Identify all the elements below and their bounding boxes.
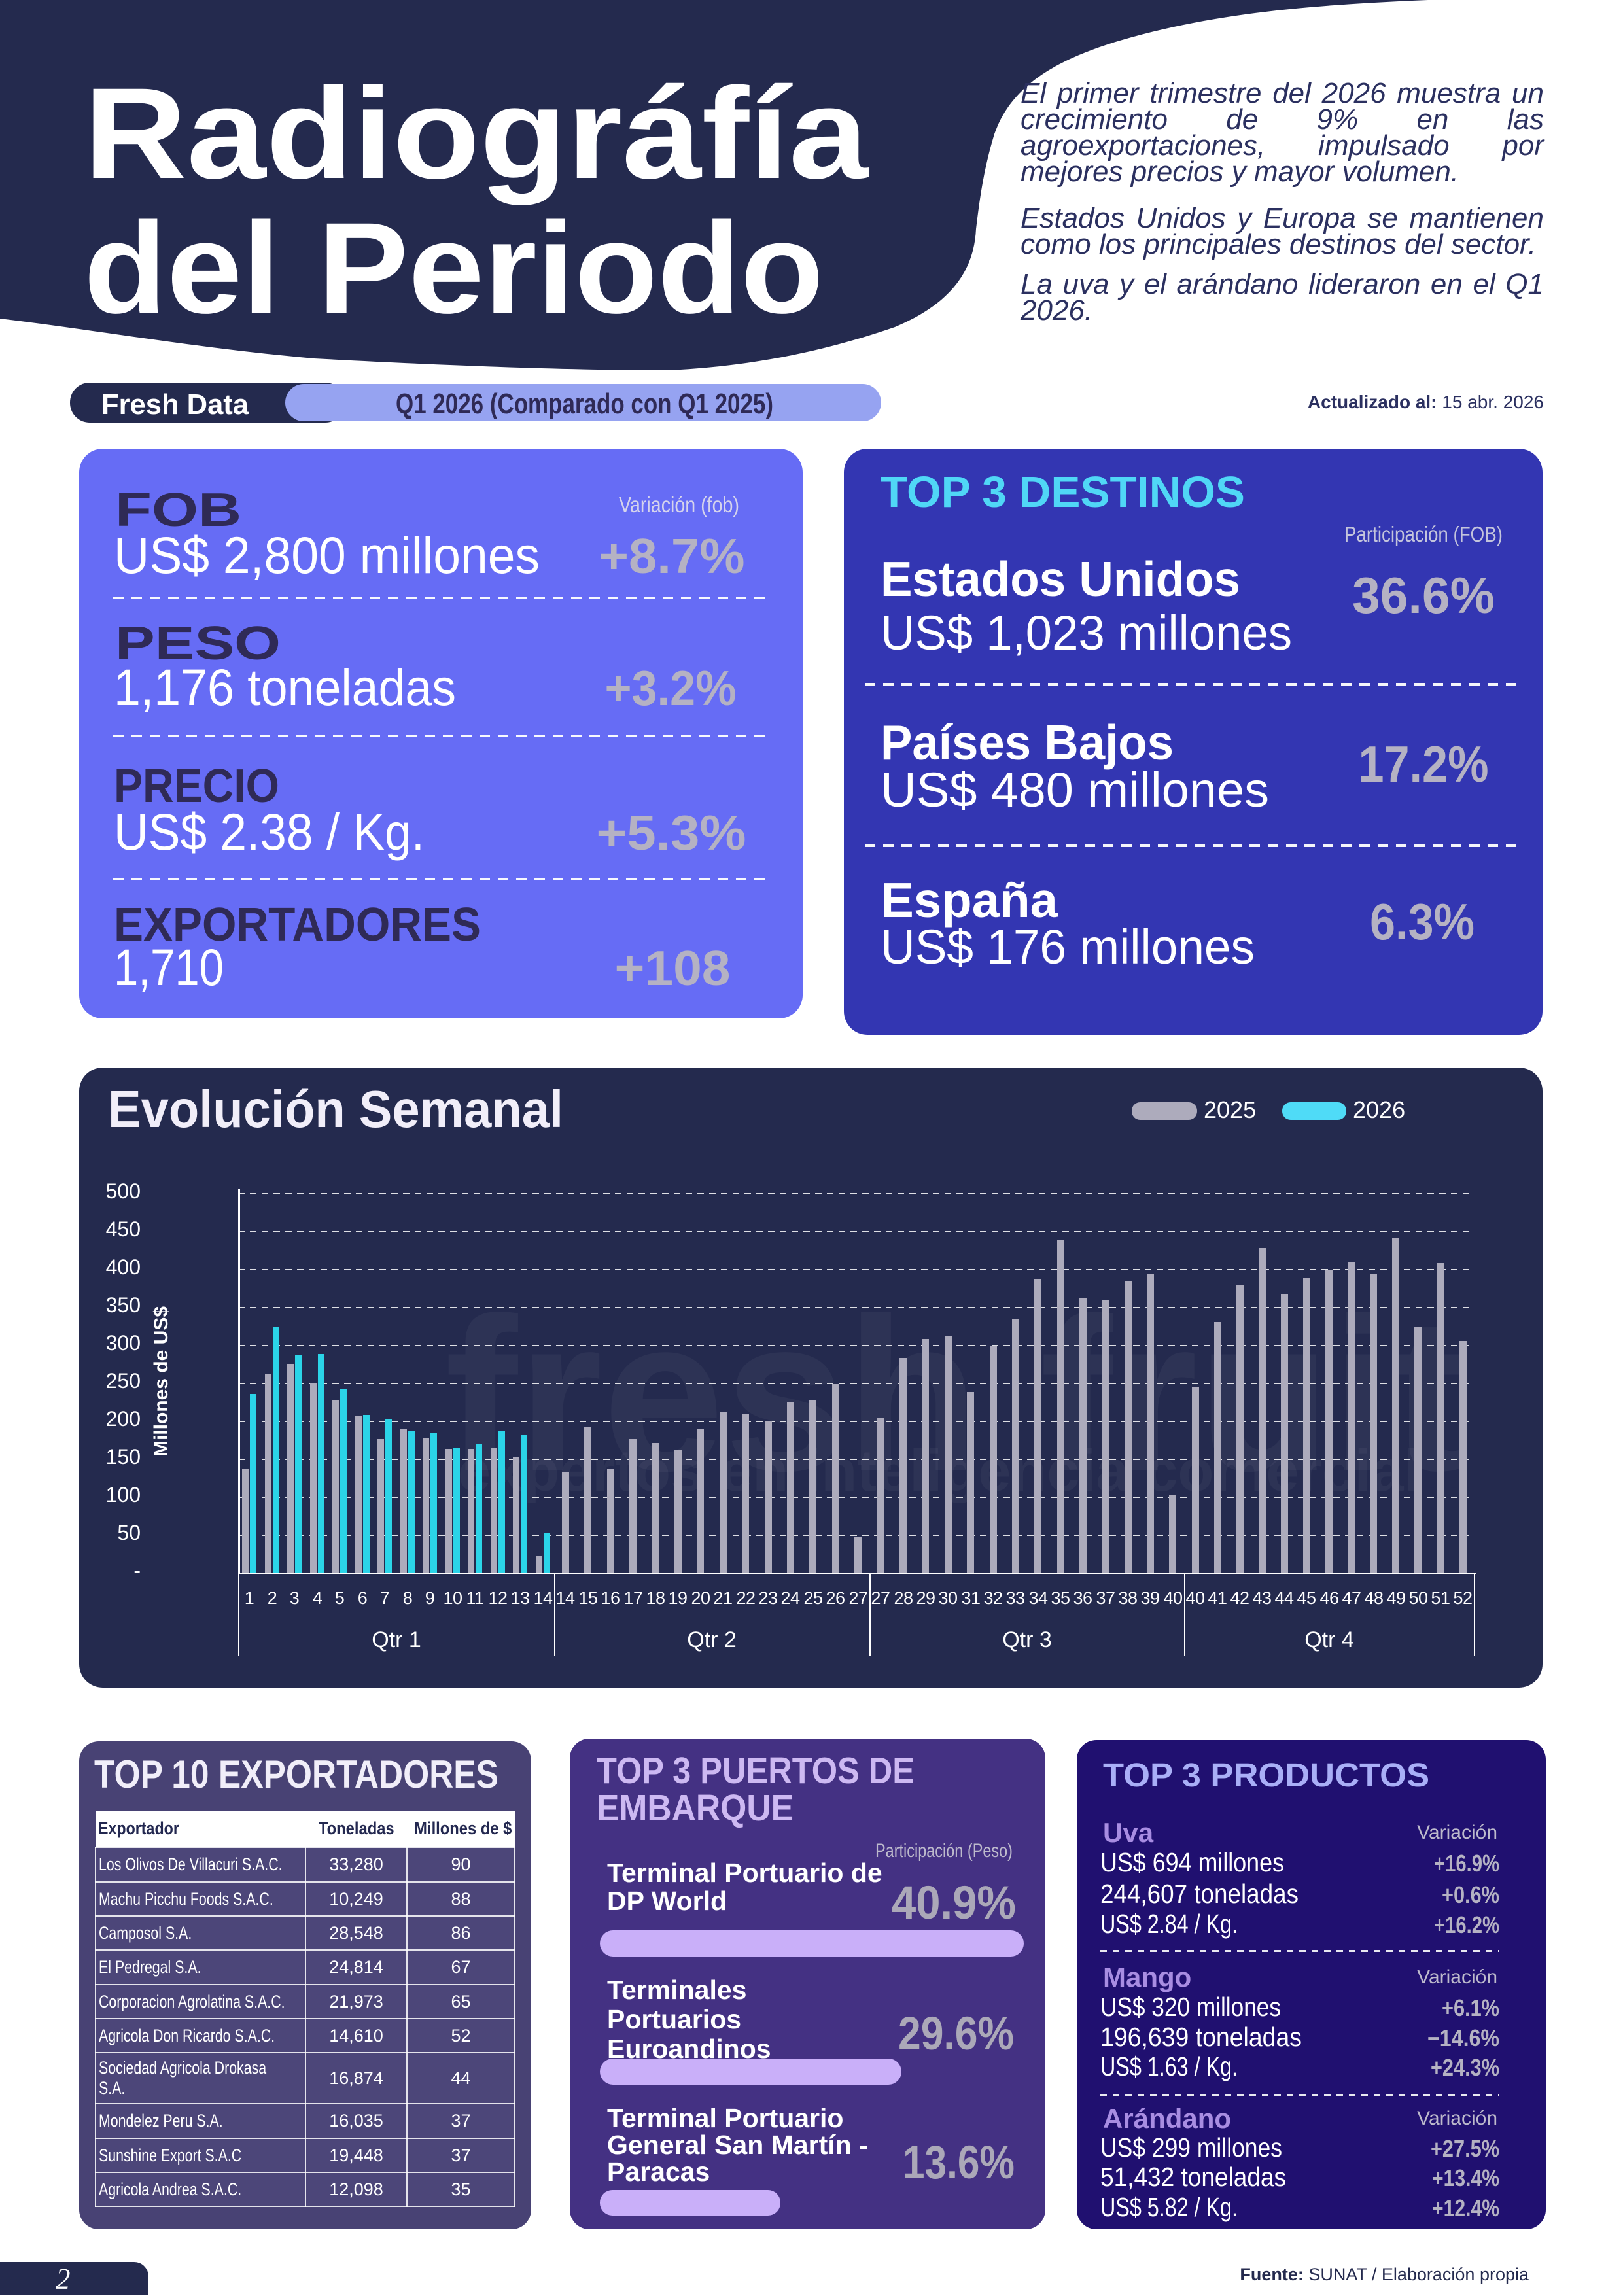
- svg-text:+3.2%: +3.2%: [605, 661, 737, 716]
- svg-text:Variación: Variación: [1417, 1822, 1497, 1843]
- svg-text:1,710: 1,710: [114, 938, 224, 996]
- svg-text:US$ 320 millones: US$ 320 millones: [1100, 1992, 1281, 2022]
- svg-text:+8.7%: +8.7%: [599, 529, 745, 583]
- svg-text:TOP 3 PUERTOS DE: TOP 3 PUERTOS DE: [597, 1750, 915, 1792]
- svg-text:PESO: PESO: [115, 617, 281, 670]
- svg-text:+6.1%: +6.1%: [1442, 1994, 1499, 2021]
- svg-text:13.6%: 13.6%: [903, 2137, 1015, 2189]
- svg-text:+108: +108: [615, 941, 731, 996]
- svg-text:+24.3%: +24.3%: [1431, 2054, 1499, 2081]
- svg-text:51,432 toneladas: 51,432 toneladas: [1100, 2162, 1286, 2192]
- svg-text:Radiográfía: Radiográfía: [84, 61, 869, 205]
- svg-text:EMBARQUE: EMBARQUE: [597, 1787, 794, 1829]
- svg-text:Q1 2026 (Comparado con Q1 2025: Q1 2026 (Comparado con Q1 2025): [396, 388, 773, 420]
- svg-text:US$ 694 millones: US$ 694 millones: [1100, 1847, 1284, 1877]
- svg-text:TOP 3 DESTINOS: TOP 3 DESTINOS: [881, 468, 1245, 517]
- svg-text:+0.6%: +0.6%: [1442, 1881, 1499, 1908]
- svg-text:Evolución Semanal: Evolución Semanal: [108, 1080, 563, 1138]
- svg-text:TOP 10 EXPORTADORES: TOP 10 EXPORTADORES: [94, 1752, 498, 1796]
- svg-text:+16.2%: +16.2%: [1434, 1911, 1499, 1938]
- svg-text:PRECIO: PRECIO: [114, 760, 279, 812]
- svg-text:US$ 2.38 / Kg.: US$ 2.38 / Kg.: [114, 803, 425, 861]
- svg-text:US$ 2,800 millones: US$ 2,800 millones: [114, 526, 540, 584]
- svg-text:US$ 299 millones: US$ 299 millones: [1100, 2132, 1282, 2163]
- svg-text:36.6%: 36.6%: [1352, 566, 1495, 624]
- svg-text:FOB: FOB: [115, 484, 241, 536]
- svg-text:Uva: Uva: [1103, 1817, 1154, 1848]
- svg-text:29.6%: 29.6%: [898, 2008, 1014, 2060]
- svg-text:Mango: Mango: [1103, 1962, 1191, 1992]
- svg-text:US$ 480 millones: US$ 480 millones: [881, 763, 1269, 817]
- svg-text:+13.4%: +13.4%: [1432, 2165, 1499, 2191]
- svg-text:Arándano: Arándano: [1103, 2103, 1231, 2134]
- svg-text:EXPORTADORES: EXPORTADORES: [114, 899, 481, 951]
- svg-text:17.2%: 17.2%: [1359, 735, 1489, 793]
- svg-text:6.3%: 6.3%: [1370, 893, 1475, 950]
- svg-text:US$ 1.63 / Kg.: US$ 1.63 / Kg.: [1100, 2051, 1238, 2081]
- svg-text:Variación (fob): Variación (fob): [619, 493, 739, 517]
- svg-text:España: España: [881, 873, 1058, 928]
- svg-text:244,607 toneladas: 244,607 toneladas: [1100, 1879, 1299, 1909]
- svg-text:US$ 1,023 millones: US$ 1,023 millones: [881, 606, 1292, 660]
- svg-text:Estados Unidos: Estados Unidos: [881, 551, 1240, 606]
- svg-text:40.9%: 40.9%: [892, 1877, 1016, 1929]
- svg-text:1,176 toneladas: 1,176 toneladas: [114, 658, 456, 716]
- svg-text:+5.3%: +5.3%: [597, 805, 746, 860]
- svg-text:Participación (FOB): Participación (FOB): [1344, 522, 1503, 546]
- svg-text:TOP 3 PRODUCTOS: TOP 3 PRODUCTOS: [1103, 1756, 1429, 1794]
- svg-text:Participación (Peso): Participación (Peso): [875, 1840, 1013, 1862]
- svg-text:−14.6%: −14.6%: [1427, 2025, 1499, 2051]
- svg-text:+12.4%: +12.4%: [1432, 2195, 1499, 2221]
- svg-text:Variación: Variación: [1417, 2108, 1497, 2129]
- svg-text:+16.9%: +16.9%: [1434, 1850, 1499, 1877]
- svg-text:US$ 176 millones: US$ 176 millones: [881, 920, 1255, 974]
- svg-text:del Periodo: del Periodo: [84, 196, 824, 340]
- svg-text:Países Bajos: Países Bajos: [881, 715, 1174, 770]
- svg-text:Fresh Data: Fresh Data: [101, 389, 249, 421]
- svg-text:196,639 toneladas: 196,639 toneladas: [1100, 2022, 1302, 2052]
- svg-text:US$ 5.82 / Kg.: US$ 5.82 / Kg.: [1100, 2192, 1238, 2222]
- svg-text:+27.5%: +27.5%: [1431, 2135, 1499, 2162]
- svg-text:Variación: Variación: [1417, 1966, 1497, 1988]
- svg-text:US$ 2.84 / Kg.: US$ 2.84 / Kg.: [1100, 1909, 1238, 1939]
